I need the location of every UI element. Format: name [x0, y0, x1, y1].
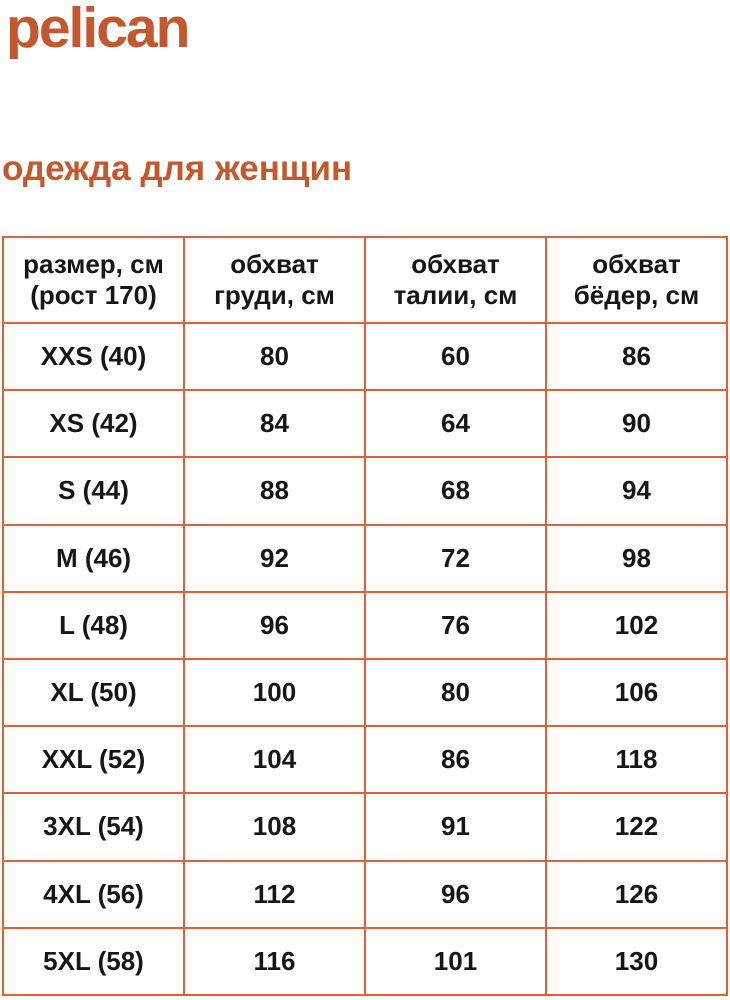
hips-cell: 130	[545, 926, 728, 997]
size-cell: M (46)	[2, 523, 185, 593]
hips-cell: 126	[545, 859, 728, 929]
waist-cell: 91	[364, 792, 547, 862]
table-row: M (46) 92 72 98	[2, 523, 728, 593]
hips-cell: 122	[545, 792, 728, 862]
col-header-line2: талии, см	[393, 280, 518, 310]
hips-cell: 118	[545, 725, 728, 795]
waist-cell: 76	[364, 590, 547, 660]
size-cell: XL (50)	[2, 657, 185, 728]
col-header-line1: обхват	[592, 249, 681, 280]
chest-cell: 112	[183, 859, 366, 929]
size-cell: 3XL (54)	[2, 792, 185, 862]
waist-cell: 60	[364, 321, 547, 392]
chest-cell: 104	[183, 725, 366, 795]
chest-cell: 92	[183, 523, 366, 593]
chest-cell: 96	[183, 590, 366, 660]
waist-cell: 101	[364, 926, 547, 997]
size-cell: XXS (40)	[2, 321, 185, 392]
hips-cell: 90	[545, 389, 728, 459]
col-header-chest: обхват груди, см	[183, 236, 366, 324]
table-row: XXL (52) 104 86 118	[2, 725, 728, 795]
size-cell: XXL (52)	[2, 725, 185, 795]
size-chart-table: размер, см (рост 170) обхват груди, см о…	[2, 236, 728, 997]
waist-cell: 64	[364, 389, 547, 459]
chest-cell: 100	[183, 657, 366, 728]
size-cell: XS (42)	[2, 389, 185, 459]
col-header-line1: обхват	[230, 249, 319, 280]
waist-cell: 96	[364, 859, 547, 929]
table-row: 3XL (54) 108 91 122	[2, 792, 728, 862]
hips-cell: 98	[545, 523, 728, 593]
chest-cell: 80	[183, 321, 366, 392]
brand-logo: pelican	[6, 0, 190, 60]
col-header-line1: размер, см	[23, 249, 164, 280]
table-row: L (48) 96 76 102	[2, 590, 728, 660]
chest-cell: 84	[183, 389, 366, 459]
table-row: XXS (40) 80 60 86	[2, 321, 728, 392]
table-header-row: размер, см (рост 170) обхват груди, см о…	[2, 236, 728, 324]
size-cell: 4XL (56)	[2, 859, 185, 929]
hips-cell: 106	[545, 657, 728, 728]
col-header-line2: груди, см	[214, 280, 335, 310]
table-row: 5XL (58) 116 101 130	[2, 926, 728, 997]
waist-cell: 80	[364, 657, 547, 728]
waist-cell: 72	[364, 523, 547, 593]
table-row: S (44) 88 68 94	[2, 456, 728, 526]
col-header-line1: обхват	[411, 249, 500, 280]
waist-cell: 86	[364, 725, 547, 795]
table-row: 4XL (56) 112 96 126	[2, 859, 728, 929]
table-row: XS (42) 84 64 90	[2, 389, 728, 459]
chest-cell: 116	[183, 926, 366, 997]
waist-cell: 68	[364, 456, 547, 526]
chest-cell: 88	[183, 456, 366, 526]
col-header-hips: обхват бёдер, см	[545, 236, 728, 324]
size-cell: 5XL (58)	[2, 926, 185, 997]
chest-cell: 108	[183, 792, 366, 862]
size-cell: L (48)	[2, 590, 185, 660]
hips-cell: 102	[545, 590, 728, 660]
page-title: одежда для женщин	[2, 149, 353, 188]
table-row: XL (50) 100 80 106	[2, 657, 728, 728]
size-cell: S (44)	[2, 456, 185, 526]
col-header-size: размер, см (рост 170)	[2, 236, 185, 324]
col-header-line2: бёдер, см	[573, 280, 700, 310]
col-header-line2: (рост 170)	[30, 280, 157, 310]
col-header-waist: обхват талии, см	[364, 236, 547, 324]
hips-cell: 94	[545, 456, 728, 526]
hips-cell: 86	[545, 321, 728, 392]
